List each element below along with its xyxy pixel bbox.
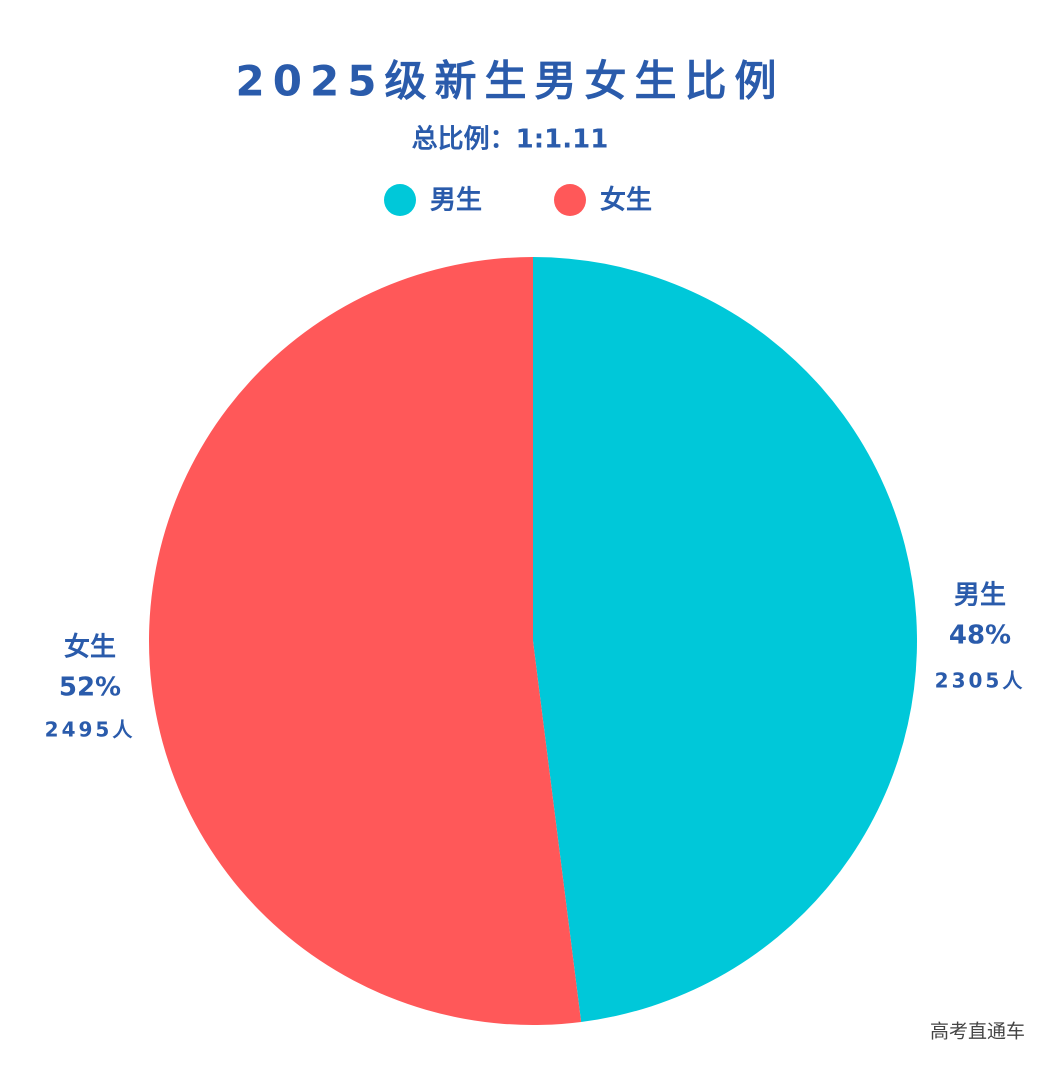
data-label-count: 2495人 <box>45 718 136 742</box>
data-label-category: 男生 <box>954 581 1006 611</box>
pie-slice <box>533 257 918 1022</box>
chart-title: 2025级新生男女生比例 <box>236 57 785 106</box>
chart-subtitle: 总比例：1:1.11 <box>412 125 609 155</box>
data-label-percent: 52% <box>59 673 121 703</box>
data-label-percent: 48% <box>949 621 1011 651</box>
watermark: 高考直通车 <box>930 1021 1025 1043</box>
pie-slice <box>149 257 582 1025</box>
legend-label: 女生 <box>600 185 652 216</box>
legend-label: 男生 <box>430 186 482 216</box>
legend-swatch <box>384 184 416 216</box>
data-label-category: 女生 <box>64 632 116 663</box>
legend-swatch <box>554 184 586 216</box>
data-label-count: 2305人 <box>935 669 1026 693</box>
